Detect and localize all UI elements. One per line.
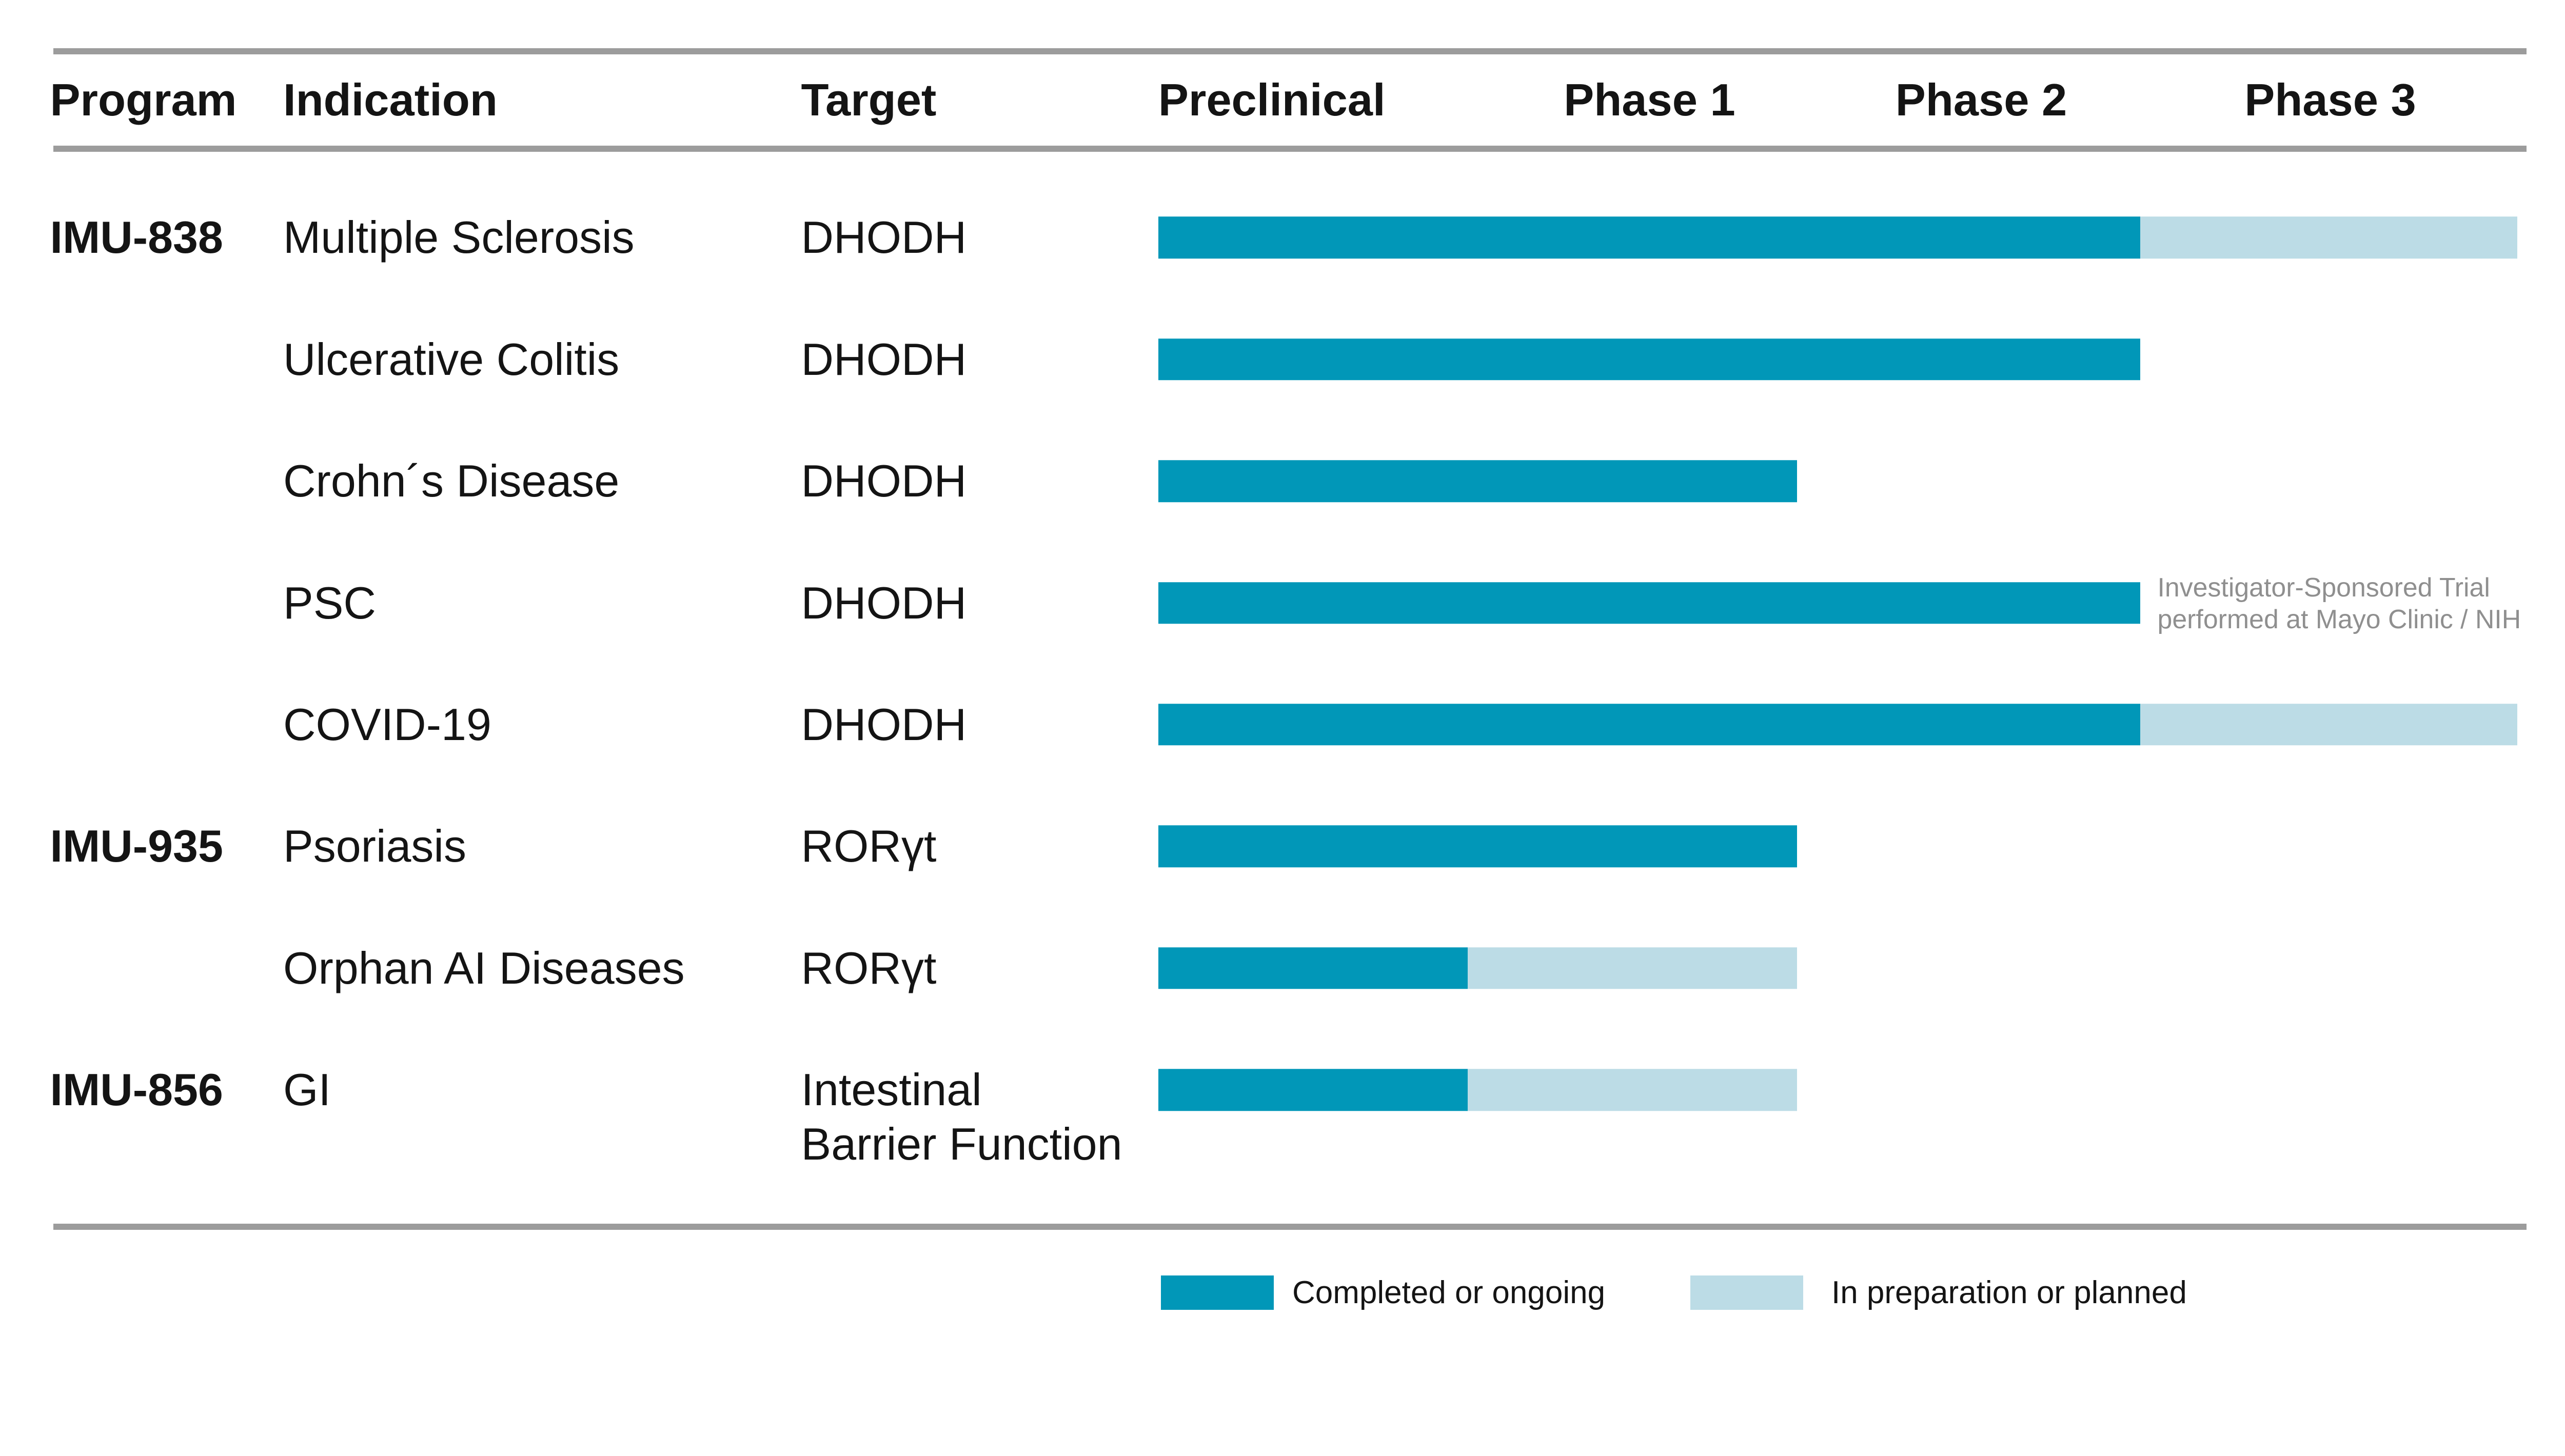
phase-bar-planned (2140, 704, 2518, 746)
column-header-phase3: Phase 3 (2244, 74, 2416, 126)
phase-bar-completed (1158, 1069, 1468, 1111)
indication-label: PSC (283, 577, 376, 628)
target-label: RORγt (801, 821, 937, 872)
legend-label-completed: Completed or ongoing (1292, 1275, 1606, 1310)
column-header-program: Program (50, 74, 237, 126)
target-label: DHODH (801, 455, 967, 507)
target-label: DHODH (801, 212, 967, 263)
indication-label: Crohn´s Disease (283, 455, 620, 507)
indication-label: Psoriasis (283, 821, 466, 872)
program-label: IMU-935 (50, 821, 223, 872)
phase-bar-completed (1158, 338, 2140, 381)
phase-bar-completed (1158, 582, 2140, 624)
bottom-divider (53, 1223, 2527, 1230)
target-label: Barrier Function (801, 1118, 1122, 1169)
target-label: DHODH (801, 699, 967, 750)
phase-bar-completed (1158, 216, 2140, 258)
indication-label: Multiple Sclerosis (283, 212, 635, 263)
target-label: RORγt (801, 942, 937, 993)
legend-label-planned: In preparation or planned (1831, 1275, 2187, 1310)
indication-label: COVID-19 (283, 699, 491, 750)
pipeline-chart: Program Indication Target Preclinical Ph… (50, 48, 2527, 1310)
column-header-target: Target (801, 74, 937, 126)
program-label: IMU-856 (50, 1064, 223, 1115)
phase-bar-planned (1467, 947, 1798, 989)
legend-swatch-completed (1160, 1275, 1274, 1310)
header-divider (53, 146, 2527, 152)
phase-bar-completed (1158, 704, 2140, 746)
column-header-preclinical: Preclinical (1158, 74, 1386, 126)
target-label: DHODH (801, 577, 967, 628)
indication-label: GI (283, 1064, 331, 1115)
phase-bar-completed (1158, 460, 1798, 502)
phase-bar-completed (1158, 947, 1468, 989)
column-header-phase1: Phase 1 (1564, 74, 1735, 126)
program-label: IMU-838 (50, 212, 223, 263)
top-divider (53, 48, 2527, 55)
trial-annotation: Investigator-Sponsored Trial performed a… (2157, 572, 2521, 634)
phase-bar-planned (2140, 216, 2518, 258)
target-label: Intestinal (801, 1064, 982, 1115)
column-header-phase2: Phase 2 (1895, 74, 2067, 126)
indication-label: Ulcerative Colitis (283, 333, 620, 385)
indication-label: Orphan AI Diseases (283, 942, 685, 993)
column-header-indication: Indication (283, 74, 498, 126)
target-label: DHODH (801, 333, 967, 385)
legend-swatch-planned (1690, 1275, 1803, 1310)
phase-bar-completed (1158, 825, 1798, 868)
phase-bar-planned (1467, 1069, 1798, 1111)
